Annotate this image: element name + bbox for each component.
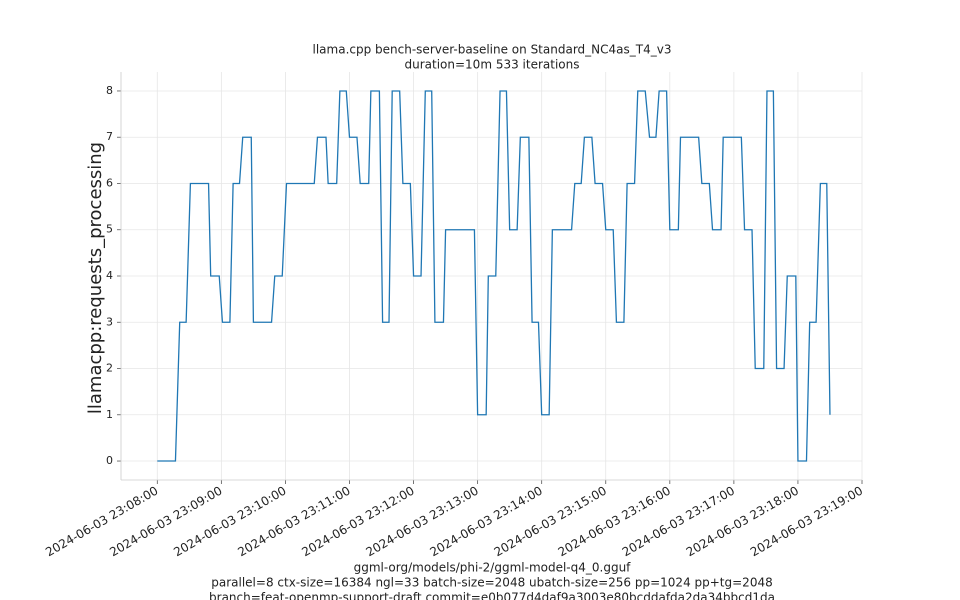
- x-tick-label: 2024-06-03 23:13:00: [363, 484, 480, 560]
- y-tick-label: 4: [106, 269, 113, 282]
- x-tick-label: 2024-06-03 23:11:00: [235, 484, 352, 560]
- x-tick-label: 2024-06-03 23:16:00: [556, 484, 673, 560]
- y-tick-label: 7: [106, 130, 113, 143]
- x-tick-label: 2024-06-03 23:09:00: [107, 484, 224, 560]
- x-tick-label: 2024-06-03 23:19:00: [748, 484, 865, 560]
- x-tick-label: 2024-06-03 23:08:00: [43, 484, 160, 560]
- x-tick-label: 2024-06-03 23:14:00: [428, 484, 545, 560]
- y-tick-label: 6: [106, 176, 113, 189]
- y-tick-label: 8: [106, 84, 113, 97]
- y-tick-label: 2: [106, 362, 113, 375]
- x-tick-label: 2024-06-03 23:18:00: [684, 484, 801, 560]
- x-axis-label: ggml-org/models/phi-2/ggml-model-q4_0.gg…: [354, 561, 632, 575]
- y-tick-label: 3: [106, 315, 113, 328]
- y-tick-label: 0: [106, 454, 113, 467]
- y-tick-label: 1: [106, 408, 113, 421]
- x-tick-label: 2024-06-03 23:17:00: [620, 484, 737, 560]
- x-tick-label: 2024-06-03 23:15:00: [492, 484, 609, 560]
- x-tick-label: 2024-06-03 23:10:00: [171, 484, 288, 560]
- x-tick-label: 2024-06-03 23:12:00: [299, 484, 416, 560]
- x-axis-label: branch=feat-openmp-support-draft commit=…: [209, 591, 775, 600]
- line-series: [157, 90, 831, 462]
- y-tick-label: 5: [106, 223, 113, 236]
- y-axis-label: llamacpp:requests_processing: [85, 142, 106, 414]
- chart-title: llama.cpp bench-server-baseline on Stand…: [313, 43, 672, 57]
- chart-subtitle: duration=10m 533 iterations: [405, 58, 580, 72]
- x-axis-label: parallel=8 ctx-size=16384 ngl=33 batch-s…: [211, 576, 772, 590]
